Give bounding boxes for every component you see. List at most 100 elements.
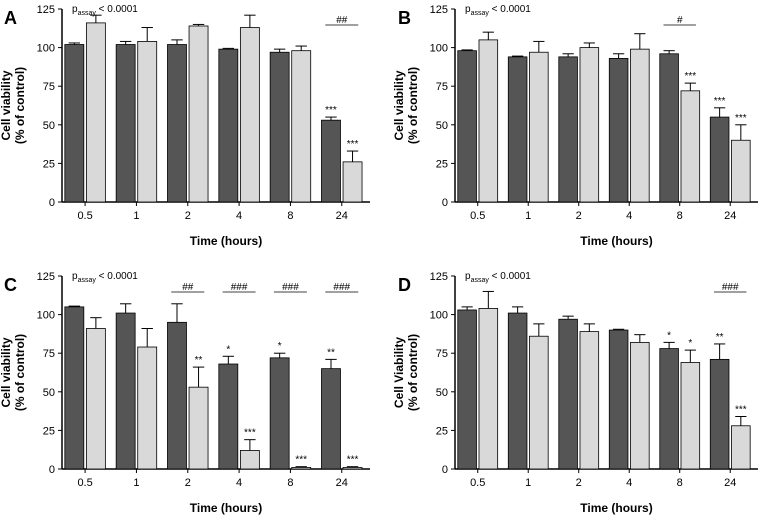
panel-letter: A (4, 8, 17, 28)
p-value-annotation: passay < 0.0001 (465, 271, 531, 284)
y-tick-label: 25 (43, 158, 55, 170)
hash-label: ### (282, 282, 299, 293)
y-tick-label: 100 (37, 310, 55, 322)
y-axis-title-line1: Cell Viability (392, 337, 406, 408)
x-tick-label: 4 (626, 210, 632, 222)
bar-light (731, 139, 751, 203)
significance-label: * (278, 341, 282, 352)
bar-dark (115, 312, 136, 470)
y-tick-label: 75 (43, 81, 55, 93)
panel-b: B 0 25 50 75 100 125 Cell viability (% of contro… (392, 4, 758, 248)
significance-label: *** (684, 71, 696, 82)
p-value-text: < 0.0001 (96, 271, 138, 282)
bar-dark (659, 348, 679, 470)
bar-light (478, 308, 499, 470)
x-tick-label: 1 (133, 210, 139, 222)
bar-light (630, 48, 650, 203)
x-tick-label: 24 (724, 210, 736, 222)
bar-light (630, 341, 650, 470)
significance-label: *** (735, 113, 747, 124)
p-value-text: < 0.0001 (96, 4, 138, 15)
y-axis-title-line1: Cell viability (0, 70, 13, 140)
p-subscript: assay (78, 10, 97, 17)
bar-dark (558, 318, 578, 470)
bar-light (85, 328, 106, 470)
y-tick-label: 50 (43, 387, 55, 399)
significance-label: * (688, 338, 692, 349)
p-value-text: < 0.0001 (489, 4, 531, 15)
x-tick-label: 0.5 (470, 210, 485, 222)
x-tick-label: 8 (677, 477, 683, 489)
y-tick-label: 75 (43, 348, 55, 360)
y-tick-label: 75 (436, 348, 448, 360)
p-value-text: < 0.0001 (489, 271, 531, 282)
bar-light (188, 25, 209, 203)
bar-light (478, 39, 499, 203)
bar-dark (167, 321, 187, 470)
bar-dark (558, 56, 578, 203)
bar-light (137, 346, 158, 470)
x-tick-label: 2 (576, 210, 582, 222)
hash-label: ## (336, 15, 348, 26)
x-axis-title: Time (hours) (190, 501, 262, 515)
panel-c: C 0 25 50 75 100 125 Cell viability (% of contro… (0, 271, 370, 515)
significance-label: *** (347, 455, 359, 466)
bar-light (188, 386, 209, 470)
x-tick-label: 4 (236, 477, 242, 489)
y-tick-label: 25 (43, 425, 55, 437)
bar-dark (709, 358, 730, 470)
bar-dark (659, 53, 679, 203)
p-value-annotation: passay < 0.0001 (465, 4, 531, 17)
p-value-annotation: passay < 0.0001 (72, 4, 138, 17)
significance-label: *** (325, 105, 337, 116)
panel-letter: B (398, 8, 411, 28)
p-subscript: assay (471, 10, 490, 17)
y-tick-label: 125 (430, 271, 448, 283)
bar-dark (269, 51, 290, 203)
bar-light (291, 50, 312, 203)
x-tick-label: 0.5 (470, 477, 485, 489)
y-tick-label: 125 (430, 4, 448, 16)
y-tick-label: 0 (442, 197, 448, 209)
y-tick-label: 0 (442, 464, 448, 476)
bar-dark (218, 48, 239, 203)
bar-light (529, 335, 549, 470)
y-axis-title-line2: (% of control) (406, 67, 420, 144)
x-tick-label: 4 (236, 210, 242, 222)
p-subscript: assay (78, 277, 97, 284)
x-tick-label: 8 (677, 210, 683, 222)
y-tick-label: 25 (436, 158, 448, 170)
bar-dark (608, 58, 629, 203)
bar-light (85, 22, 106, 203)
y-tick-label: 0 (49, 464, 55, 476)
hash-label: ## (182, 282, 194, 293)
panel-letter: D (398, 275, 411, 295)
bar-light (239, 27, 260, 203)
panel-d: D 0 25 50 75 100 125 Cell Viability (% of contro… (392, 271, 758, 515)
bar-dark (507, 312, 528, 470)
p-value-annotation: passay < 0.0001 (72, 271, 138, 284)
bar-light (680, 90, 701, 203)
y-tick-label: 100 (37, 43, 55, 55)
panel-letter: C (4, 275, 17, 295)
x-tick-label: 1 (525, 210, 531, 222)
p-symbol: p (72, 4, 78, 15)
hash-label: ### (722, 282, 739, 293)
bar-dark (709, 116, 730, 203)
bar-light (342, 161, 363, 203)
significance-label: *** (244, 428, 256, 439)
bar-dark (457, 50, 477, 203)
bar-light (342, 467, 363, 470)
y-axis-title-line1: Cell viability (392, 70, 406, 140)
x-tick-label: 24 (336, 210, 348, 222)
hash-label: # (677, 15, 683, 26)
significance-label: * (226, 344, 230, 355)
y-tick-label: 125 (37, 271, 55, 283)
x-tick-label: 0.5 (77, 210, 92, 222)
significance-label: * (667, 330, 671, 341)
x-tick-label: 0.5 (77, 477, 92, 489)
significance-label: ** (327, 347, 335, 358)
y-tick-label: 100 (430, 43, 448, 55)
x-tick-label: 2 (185, 210, 191, 222)
